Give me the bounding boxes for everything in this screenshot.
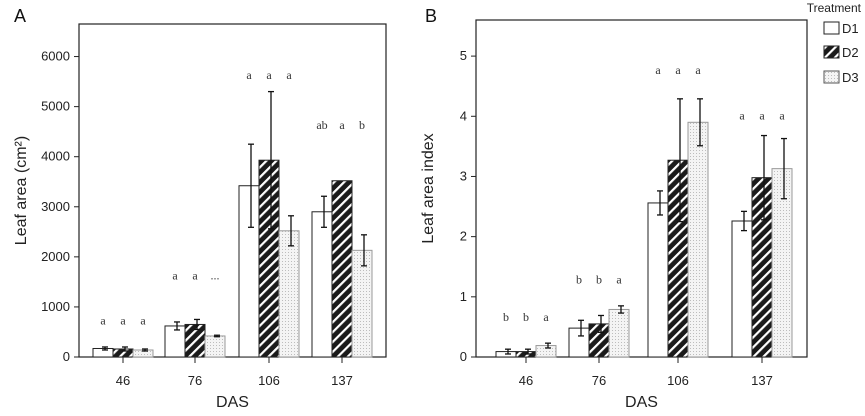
significance-letter: a bbox=[675, 63, 681, 77]
x-axis-label: DAS bbox=[625, 394, 658, 411]
y-tick-label: 5000 bbox=[41, 99, 70, 114]
x-tick-label: 46 bbox=[519, 373, 533, 388]
significance-letter: a bbox=[616, 273, 622, 287]
y-tick-label: 4000 bbox=[41, 149, 70, 164]
bar-d2-106 bbox=[258, 159, 280, 358]
y-tick-label: 1000 bbox=[41, 299, 70, 314]
x-tick-label: 137 bbox=[331, 373, 353, 388]
y-tick-label: 4 bbox=[460, 108, 467, 123]
legend-swatch-d1 bbox=[823, 21, 840, 35]
bar-d2-46 bbox=[112, 348, 134, 358]
significance-letter: ab bbox=[316, 118, 327, 132]
x-tick-label: 106 bbox=[258, 373, 280, 388]
significance-letter: a bbox=[779, 108, 785, 122]
bar-d1-106 bbox=[647, 202, 669, 358]
significance-letter: a bbox=[266, 68, 272, 82]
bar-d3-106 bbox=[687, 121, 709, 358]
bar-d3-137 bbox=[351, 249, 373, 358]
significance-letter: a bbox=[655, 63, 661, 77]
y-axis-label: Leaf area index bbox=[420, 133, 437, 243]
significance-letter: a bbox=[192, 268, 198, 282]
y-tick-label: 1 bbox=[460, 289, 467, 304]
bar-d1-76 bbox=[164, 325, 186, 358]
significance-letter: a bbox=[695, 63, 701, 77]
y-tick-label: 5 bbox=[460, 48, 467, 63]
y-axis-label: Leaf area (cm²) bbox=[13, 136, 30, 245]
y-tick-label: 6000 bbox=[41, 49, 70, 64]
significance-letter: a bbox=[100, 313, 106, 327]
bar-d1-106 bbox=[238, 185, 260, 358]
legend-label-d1: D1 bbox=[842, 21, 859, 36]
y-tick-label: 3 bbox=[460, 168, 467, 183]
significance-letter: b bbox=[359, 118, 365, 132]
y-tick-label: 2 bbox=[460, 229, 467, 244]
significance-letter: a bbox=[246, 68, 252, 82]
x-tick-label: 106 bbox=[667, 373, 689, 388]
y-tick-label: 3000 bbox=[41, 199, 70, 214]
panel-label: B bbox=[425, 6, 437, 26]
y-tick-label: 0 bbox=[63, 349, 70, 364]
x-tick-label: 76 bbox=[592, 373, 606, 388]
plot-frame bbox=[475, 19, 808, 358]
significance-letter: a bbox=[140, 313, 146, 327]
x-tick-label: 76 bbox=[188, 373, 202, 388]
bar-d1-137 bbox=[731, 220, 753, 358]
legend: Treatment D1 D2 D3 bbox=[807, 1, 862, 85]
x-tick-label: 137 bbox=[751, 373, 773, 388]
significance-letter: b bbox=[576, 273, 582, 287]
panel-label: A bbox=[14, 6, 26, 26]
y-tick-label: 2000 bbox=[41, 249, 70, 264]
significance-letter: b bbox=[523, 310, 529, 324]
bar-d1-76 bbox=[568, 327, 590, 358]
bar-d1-137 bbox=[311, 211, 333, 358]
legend-swatch-d2 bbox=[823, 45, 840, 59]
significance-letter: b bbox=[503, 310, 509, 324]
legend-label-d3: D3 bbox=[842, 70, 859, 85]
significance-letter: b bbox=[596, 273, 602, 287]
y-tick-label: 0 bbox=[460, 349, 467, 364]
legend-label-d2: D2 bbox=[842, 45, 859, 60]
significance-letter: ... bbox=[211, 268, 220, 282]
significance-letter: a bbox=[120, 313, 126, 327]
significance-letter: a bbox=[286, 68, 292, 82]
bar-d2-137 bbox=[751, 177, 773, 358]
bar-d2-106 bbox=[667, 159, 689, 358]
x-tick-label: 46 bbox=[116, 373, 130, 388]
significance-letter: a bbox=[739, 108, 745, 122]
plot-frame bbox=[78, 23, 387, 358]
bar-d2-137 bbox=[331, 180, 353, 358]
bar-d3-46 bbox=[535, 345, 557, 358]
bar-d3-137 bbox=[771, 168, 793, 358]
significance-letter: a bbox=[339, 118, 345, 132]
bar-d3-106 bbox=[278, 230, 300, 358]
x-axis-label: DAS bbox=[216, 394, 249, 411]
bar-d3-46 bbox=[132, 349, 154, 358]
legend-title: Treatment bbox=[807, 1, 862, 15]
significance-letter: a bbox=[543, 310, 549, 324]
legend-swatch-d3 bbox=[823, 70, 840, 84]
significance-letter: a bbox=[172, 268, 178, 282]
bar-d3-76 bbox=[608, 308, 630, 358]
significance-letter: a bbox=[759, 108, 765, 122]
bar-d3-76 bbox=[204, 335, 226, 358]
bar-d2-76 bbox=[588, 323, 610, 358]
